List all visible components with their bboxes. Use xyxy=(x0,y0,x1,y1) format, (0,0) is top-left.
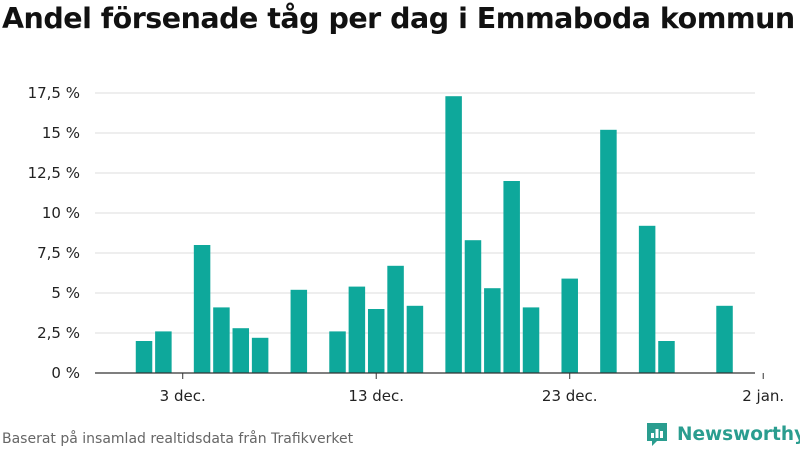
bar xyxy=(232,328,250,373)
x-tick-label: 3 dec. xyxy=(160,387,206,405)
bar-layer xyxy=(135,96,733,373)
newsworthy-logo-icon xyxy=(647,423,667,446)
y-tick-label: 5 % xyxy=(51,284,80,302)
y-tick-label: 7,5 % xyxy=(37,244,80,262)
bar xyxy=(329,331,346,373)
x-tick-label: 13 dec. xyxy=(348,387,404,405)
axis-layer: 0 % 2,5 % 5 % 7,5 % 10 % 12,5 % 15 % 17,5 % 3 de… xyxy=(28,84,785,405)
chart-title: Andel försenade tåg per dag i Emmaboda k… xyxy=(2,2,795,35)
y-tick-label: 2,5 % xyxy=(37,324,80,342)
brand-logo: Newsworthy xyxy=(645,421,800,447)
x-tick-label: 23 dec. xyxy=(542,387,598,405)
bar xyxy=(406,305,424,373)
bar xyxy=(522,307,540,373)
bar xyxy=(348,286,366,373)
y-tick-label: 10 % xyxy=(42,204,80,222)
bar xyxy=(193,245,211,373)
bar xyxy=(484,288,501,373)
y-tick-label: 0 % xyxy=(51,364,80,382)
source-note: Baserat på insamlad realtidsdata från Tr… xyxy=(2,431,354,447)
bar xyxy=(600,129,617,373)
bar xyxy=(464,240,482,373)
bar xyxy=(213,307,230,373)
bar xyxy=(251,337,269,373)
bar xyxy=(387,265,404,373)
y-tick-label: 15 % xyxy=(42,124,80,142)
bar xyxy=(503,181,520,373)
bar xyxy=(135,341,153,373)
bar xyxy=(155,331,172,373)
bar xyxy=(290,289,308,373)
bar xyxy=(367,309,385,373)
y-tick-label: 17,5 % xyxy=(28,84,80,102)
bar xyxy=(445,96,462,373)
y-tick-label: 12,5 % xyxy=(28,164,80,182)
bar xyxy=(716,305,733,373)
brand-name: Newsworthy xyxy=(677,423,800,445)
bar xyxy=(658,341,675,373)
x-tick-label: 2 jan. xyxy=(742,387,784,405)
bar xyxy=(638,225,656,373)
bar xyxy=(561,278,578,373)
